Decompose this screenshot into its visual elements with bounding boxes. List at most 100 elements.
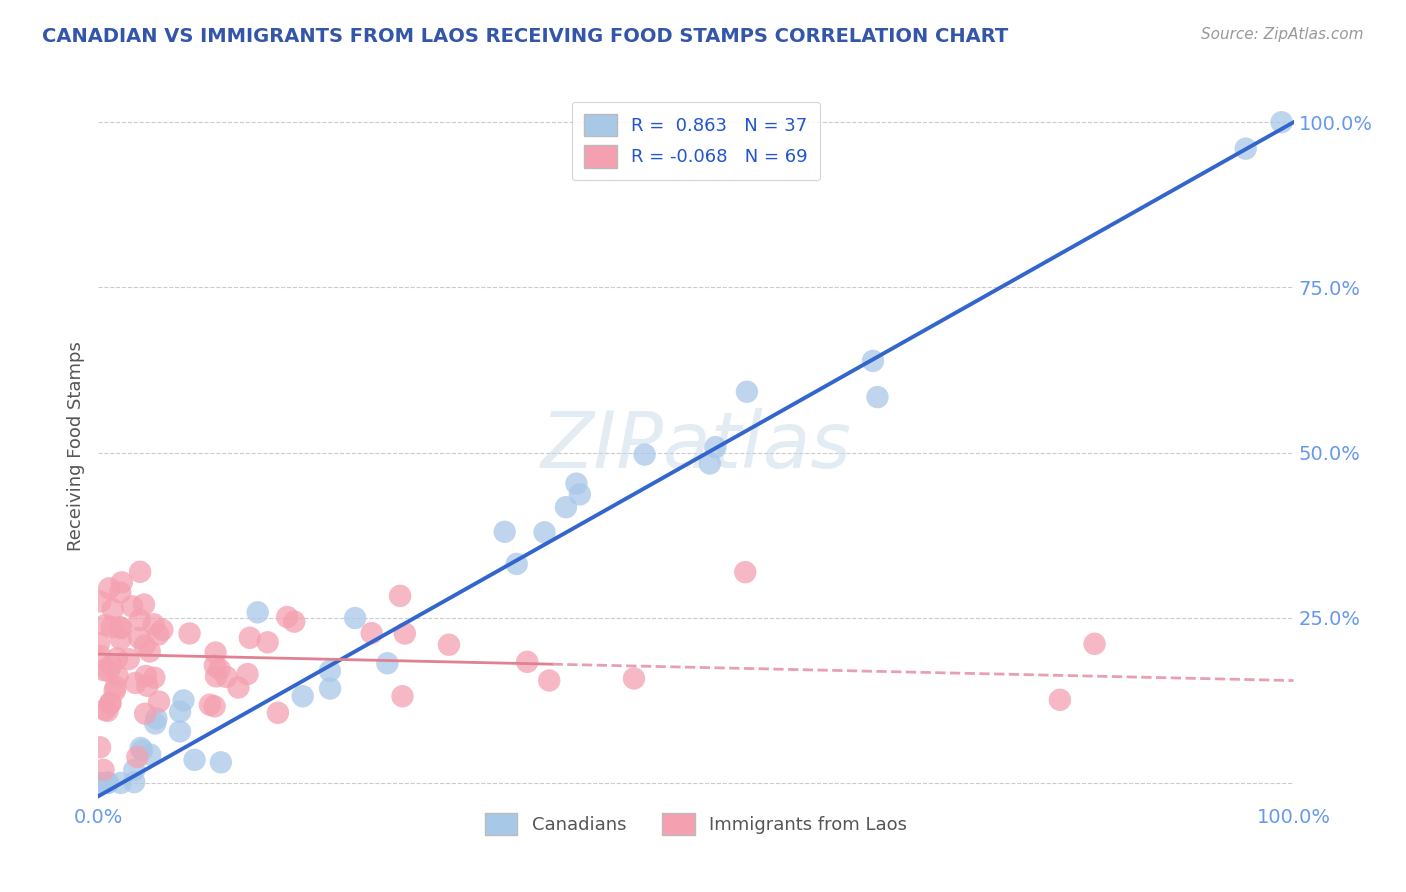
Point [89, 776, 111, 790]
Point [97, 664, 120, 678]
Point [1049, 693, 1071, 707]
Point [1234, 142, 1257, 156]
Point [394, 626, 416, 640]
Point [215, 670, 238, 684]
Point [437, 638, 460, 652]
Point [704, 440, 727, 454]
Point [96, 704, 118, 718]
Point [555, 500, 578, 515]
Point [97, 775, 120, 789]
Point [89, 594, 111, 608]
Point [734, 565, 756, 579]
Point [208, 662, 231, 676]
Point [108, 620, 131, 634]
Point [142, 617, 165, 632]
Point [100, 658, 122, 673]
Point [267, 706, 290, 720]
Point [204, 646, 226, 660]
Point [104, 680, 127, 694]
Point [124, 763, 146, 777]
Point [108, 585, 131, 599]
Point [633, 448, 655, 462]
Point [104, 684, 127, 698]
Point [89, 740, 111, 755]
Point [1083, 637, 1105, 651]
Point [129, 565, 152, 579]
Point [129, 741, 152, 756]
Point [276, 610, 298, 624]
Point [699, 457, 721, 471]
Point [204, 658, 226, 673]
Point [239, 631, 262, 645]
Point [132, 598, 155, 612]
Point [291, 690, 314, 704]
Point [150, 623, 173, 637]
Point [105, 651, 128, 665]
Point [209, 756, 232, 770]
Text: CANADIAN VS IMMIGRANTS FROM LAOS RECEIVING FOOD STAMPS CORRELATION CHART: CANADIAN VS IMMIGRANTS FROM LAOS RECEIVI… [42, 27, 1008, 45]
Point [148, 695, 170, 709]
Point [228, 681, 250, 695]
Point [110, 632, 132, 646]
Point [623, 672, 645, 686]
Point [494, 524, 516, 539]
Point [377, 657, 399, 671]
Point [389, 589, 412, 603]
Point [122, 775, 145, 789]
Point [93, 663, 115, 677]
Point [565, 476, 588, 491]
Point [98, 582, 121, 596]
Point [100, 620, 122, 634]
Point [89, 648, 111, 663]
Point [94, 618, 117, 632]
Point [145, 711, 167, 725]
Point [143, 716, 166, 731]
Point [134, 706, 156, 721]
Point [173, 693, 195, 707]
Point [101, 602, 124, 616]
Point [121, 599, 143, 614]
Point [169, 724, 191, 739]
Point [735, 384, 758, 399]
Point [110, 776, 132, 790]
Point [139, 747, 162, 762]
Point [136, 679, 159, 693]
Point [87, 636, 110, 650]
Point [179, 626, 201, 640]
Point [128, 631, 150, 645]
Point [533, 525, 555, 540]
Point [90, 776, 112, 790]
Point [110, 621, 132, 635]
Point [107, 669, 129, 683]
Legend: Canadians, Immigrants from Laos: Canadians, Immigrants from Laos [475, 804, 917, 844]
Point [183, 753, 205, 767]
Point [100, 696, 122, 710]
Text: ZIPatlas: ZIPatlas [540, 408, 852, 484]
Point [862, 354, 884, 368]
Point [97, 776, 120, 790]
Point [538, 673, 561, 688]
Point [124, 676, 146, 690]
Point [516, 655, 538, 669]
Point [127, 750, 149, 764]
Point [111, 575, 134, 590]
Point [128, 613, 150, 627]
Point [138, 644, 160, 658]
Point [148, 627, 170, 641]
Point [256, 635, 278, 649]
Point [283, 615, 305, 629]
Point [93, 763, 115, 777]
Point [205, 669, 228, 683]
Point [568, 487, 591, 501]
Point [866, 390, 889, 404]
Point [344, 611, 367, 625]
Point [1271, 115, 1294, 129]
Y-axis label: Receiving Food Stamps: Receiving Food Stamps [66, 341, 84, 551]
Point [391, 690, 413, 704]
Point [94, 703, 117, 717]
Point [506, 557, 529, 571]
Point [98, 697, 121, 711]
Point [236, 667, 259, 681]
Point [118, 652, 141, 666]
Point [319, 681, 342, 696]
